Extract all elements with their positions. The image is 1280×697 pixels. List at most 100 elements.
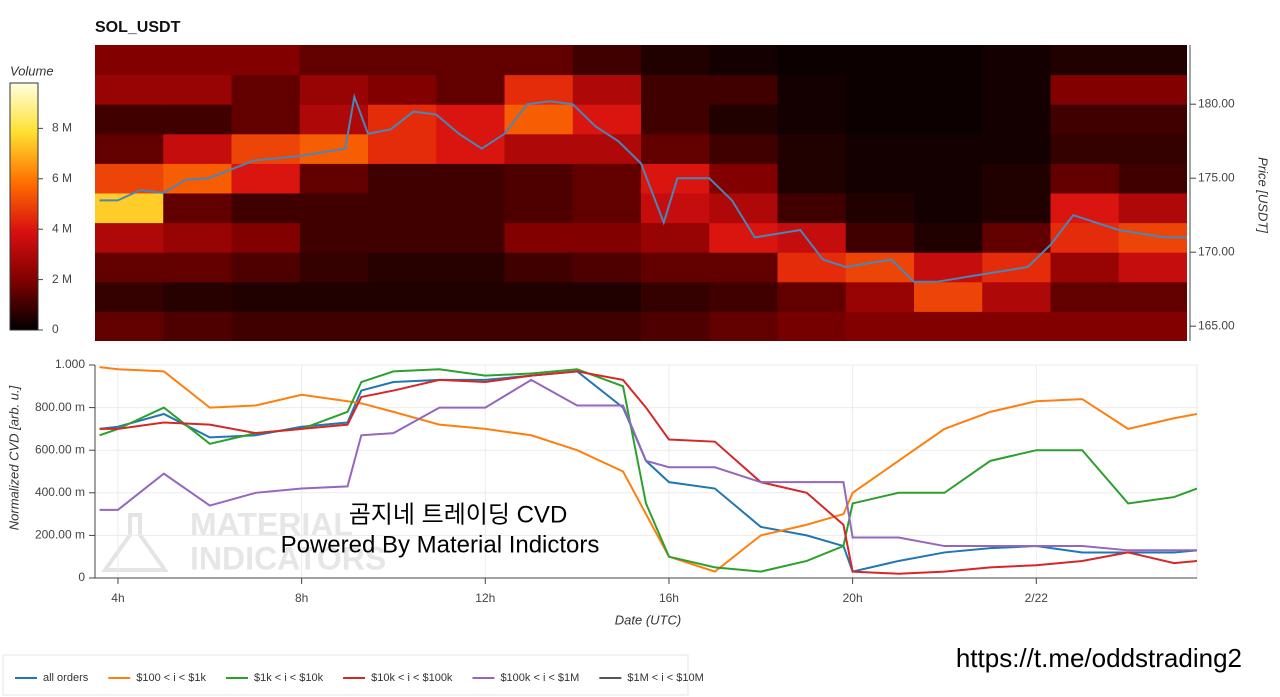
heat-cell xyxy=(436,311,505,341)
y-tick-label: 1.000 xyxy=(55,357,85,371)
heat-cell xyxy=(1050,133,1120,164)
heat-cell xyxy=(368,281,437,312)
heat-cell xyxy=(504,133,574,164)
heat-cell xyxy=(436,74,505,105)
heat-cell xyxy=(641,193,710,224)
legend-label: $100k < i < $1M xyxy=(500,672,579,684)
watermark: MATERIAL INDICATORS xyxy=(101,506,386,576)
colorbar-tick-label: 4 M xyxy=(52,221,72,235)
legend-items: all orders $100 < i < $1k $1k < i < $10k $1… xyxy=(15,672,704,684)
heat-cell xyxy=(914,163,983,194)
heat-cell xyxy=(914,45,983,76)
heat-cell xyxy=(914,281,983,312)
heat-cell xyxy=(163,222,232,253)
legend-label: all orders xyxy=(43,672,89,684)
heat-cell xyxy=(777,45,847,76)
heat-cell xyxy=(982,222,1051,253)
heat-cell xyxy=(914,222,983,253)
cvd-plot: 0 200.00 m 400.00 m 600.00 m 800.00 m 1.000 4h… xyxy=(35,357,1197,605)
heat-cell xyxy=(163,281,232,312)
x-tick-label: 4h xyxy=(111,591,124,605)
heat-cell xyxy=(1118,281,1187,312)
heat-cell xyxy=(1118,163,1187,194)
x-tick-label: 20h xyxy=(843,591,863,605)
cvd-line xyxy=(99,370,1197,575)
legend-label: $10k < i < $100k xyxy=(371,672,453,684)
heat-cell xyxy=(845,252,915,283)
x-tick-label: 2/22 xyxy=(1025,591,1049,605)
heat-cell xyxy=(95,133,164,164)
watermark-text: MATERIAL xyxy=(190,506,353,542)
heat-cell xyxy=(436,163,505,194)
heat-cell xyxy=(368,133,437,164)
heat-cell xyxy=(368,193,437,224)
heat-cell xyxy=(641,252,710,283)
heat-cell xyxy=(368,311,437,341)
heat-cell xyxy=(845,74,915,105)
heat-cell xyxy=(572,281,642,312)
heat-cell xyxy=(709,133,778,164)
heat-cell xyxy=(982,74,1051,105)
y-axis-label: Price [USDT] xyxy=(1256,157,1271,233)
heat-cell xyxy=(436,252,505,283)
heat-cell xyxy=(709,252,778,283)
watermark-text: INDICATORS xyxy=(190,540,386,576)
heat-cell xyxy=(504,163,574,194)
heat-cell xyxy=(368,74,437,105)
heat-cell xyxy=(95,311,164,341)
heat-cell xyxy=(436,104,505,135)
heat-cell xyxy=(572,104,642,135)
heat-cell xyxy=(1050,222,1120,253)
heat-cell xyxy=(914,104,983,135)
heat-cell xyxy=(641,45,710,76)
heat-cell xyxy=(299,281,369,312)
heat-cell xyxy=(845,163,915,194)
heat-cell xyxy=(231,74,301,105)
heat-cell xyxy=(299,45,369,76)
heat-cell xyxy=(1118,45,1187,76)
y-tick-label: 165.00 xyxy=(1198,318,1235,332)
heat-cell xyxy=(1050,74,1120,105)
heat-cell xyxy=(572,222,642,253)
heat-cell xyxy=(914,252,983,283)
heat-cell xyxy=(777,193,847,224)
heat-cell xyxy=(572,252,642,283)
legend-label: $1k < i < $10k xyxy=(254,672,324,684)
heat-cell xyxy=(572,74,642,105)
heat-cell xyxy=(709,281,778,312)
heat-cell xyxy=(777,311,847,341)
y-tick-label: 600.00 m xyxy=(35,442,85,456)
heat-cell xyxy=(1050,45,1120,76)
heat-cell xyxy=(163,193,232,224)
heat-cell xyxy=(777,222,847,253)
colorbar xyxy=(9,82,39,331)
x-tick-label: 8h xyxy=(295,591,308,605)
heat-cell xyxy=(641,133,710,164)
heat-cell xyxy=(163,45,232,76)
y-tick-label: 200.00 m xyxy=(35,528,85,542)
y-axis-label: Normalized CVD [arb. u.] xyxy=(6,385,21,530)
heat-cell xyxy=(95,45,164,76)
heat-cell xyxy=(1118,252,1187,283)
heat-cell xyxy=(914,193,983,224)
heatmap xyxy=(95,45,1187,341)
heat-cell xyxy=(299,311,369,341)
heat-cell xyxy=(982,45,1051,76)
heat-cell xyxy=(845,281,915,312)
heat-cell xyxy=(368,163,437,194)
heat-cell xyxy=(1050,104,1120,135)
heat-cell xyxy=(231,281,301,312)
heat-cell xyxy=(95,193,164,224)
heat-cell xyxy=(231,193,301,224)
heat-cell xyxy=(436,281,505,312)
heat-cell xyxy=(95,74,164,105)
heat-cell xyxy=(641,74,710,105)
heat-cell xyxy=(641,311,710,341)
heat-cell xyxy=(95,104,164,135)
heat-cell xyxy=(163,104,232,135)
price-line xyxy=(99,92,1187,283)
heat-cell xyxy=(777,281,847,312)
heat-cell xyxy=(504,74,574,105)
heat-cell xyxy=(231,222,301,253)
